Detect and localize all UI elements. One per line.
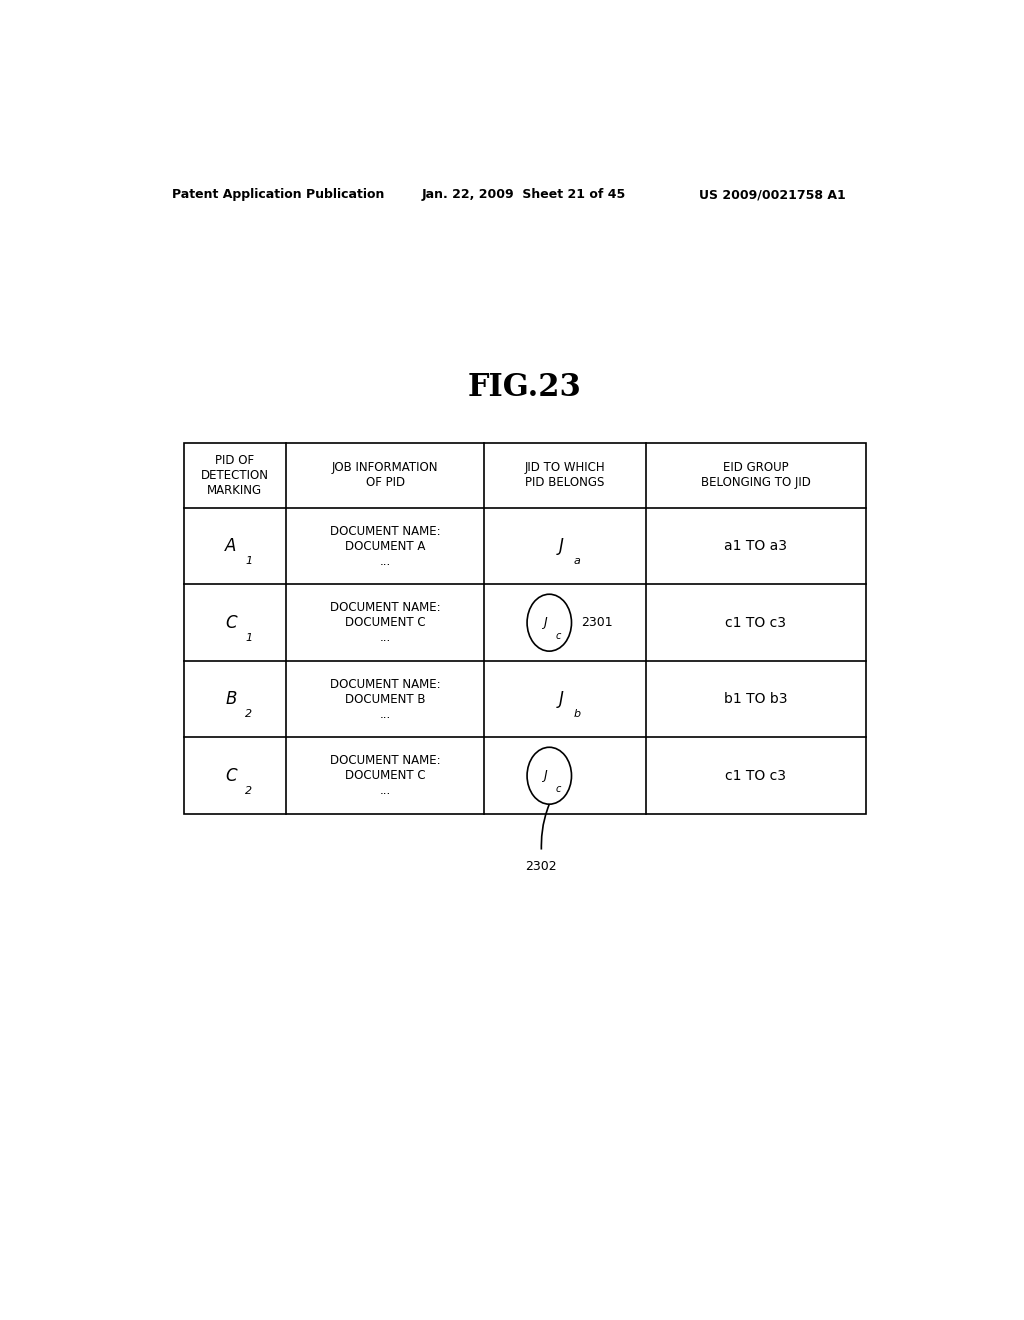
Text: JID TO WHICH
PID BELONGS: JID TO WHICH PID BELONGS	[525, 462, 605, 490]
Text: J: J	[559, 537, 563, 556]
Text: c: c	[556, 631, 561, 640]
Bar	[183, 444, 866, 814]
Text: J: J	[544, 770, 547, 783]
Text: 2: 2	[245, 785, 252, 796]
Text: a: a	[573, 556, 580, 566]
Text: PID OF
DETECTION
MARKING: PID OF DETECTION MARKING	[201, 454, 269, 496]
Text: a1 TO a3: a1 TO a3	[724, 539, 787, 553]
Text: 2302: 2302	[525, 859, 557, 873]
Text: JOB INFORMATION
OF PID: JOB INFORMATION OF PID	[332, 462, 438, 490]
Text: Patent Application Publication: Patent Application Publication	[172, 189, 384, 202]
Text: A: A	[225, 537, 237, 556]
Text: c1 TO c3: c1 TO c3	[725, 615, 786, 630]
Text: C: C	[225, 767, 237, 784]
Text: 1: 1	[245, 556, 252, 566]
Text: B: B	[225, 690, 237, 709]
Text: c: c	[556, 784, 561, 793]
Text: 1: 1	[245, 632, 252, 643]
Text: FIG.23: FIG.23	[468, 372, 582, 403]
Text: J: J	[559, 690, 563, 709]
Text: C: C	[225, 614, 237, 632]
Text: Jan. 22, 2009  Sheet 21 of 45: Jan. 22, 2009 Sheet 21 of 45	[422, 189, 626, 202]
Text: J: J	[544, 616, 547, 630]
Text: DOCUMENT NAME:
DOCUMENT A
...: DOCUMENT NAME: DOCUMENT A ...	[330, 524, 440, 568]
Text: DOCUMENT NAME:
DOCUMENT C
...: DOCUMENT NAME: DOCUMENT C ...	[330, 754, 440, 797]
Text: 2: 2	[245, 709, 252, 719]
Text: DOCUMENT NAME:
DOCUMENT C
...: DOCUMENT NAME: DOCUMENT C ...	[330, 601, 440, 644]
Text: DOCUMENT NAME:
DOCUMENT B
...: DOCUMENT NAME: DOCUMENT B ...	[330, 677, 440, 721]
Text: b: b	[573, 709, 581, 719]
Text: b1 TO b3: b1 TO b3	[724, 692, 787, 706]
Text: EID GROUP
BELONGING TO JID: EID GROUP BELONGING TO JID	[701, 462, 811, 490]
Text: US 2009/0021758 A1: US 2009/0021758 A1	[699, 189, 846, 202]
Text: 2301: 2301	[581, 616, 612, 630]
Text: c1 TO c3: c1 TO c3	[725, 768, 786, 783]
